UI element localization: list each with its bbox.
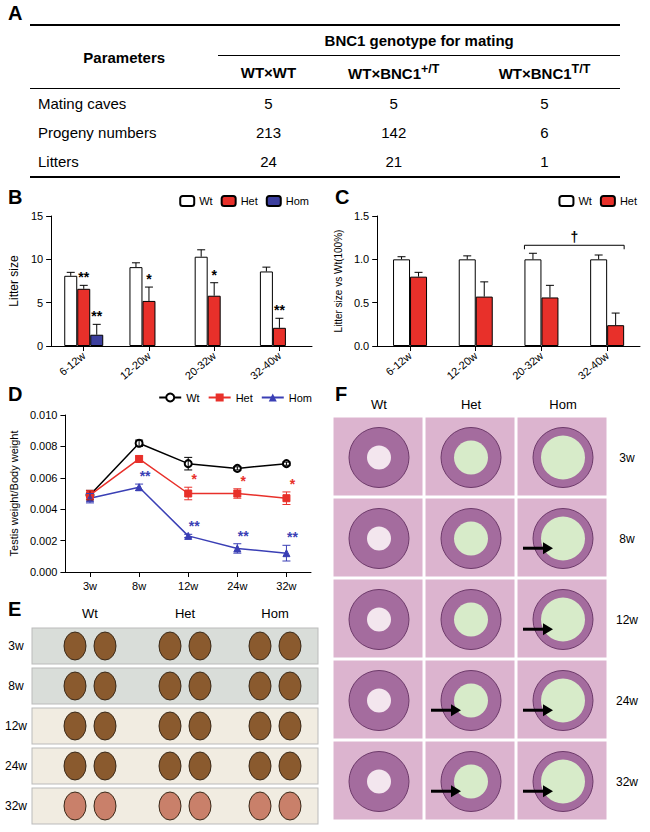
svg-text:Het: Het bbox=[461, 397, 482, 412]
html-text:24: 24 bbox=[260, 153, 277, 170]
html-text:WT×BNC1T/T: WT×BNC1T/T bbox=[498, 62, 591, 82]
html-text:F: F bbox=[335, 383, 348, 405]
svg-text:3w: 3w bbox=[83, 580, 97, 592]
svg-text:**: ** bbox=[78, 269, 89, 285]
svg-text:Hom: Hom bbox=[286, 195, 309, 207]
html-text:213: 213 bbox=[256, 124, 281, 141]
svg-text:Hom: Hom bbox=[549, 397, 576, 412]
svg-text:32w: 32w bbox=[276, 580, 296, 592]
svg-text:*: * bbox=[191, 471, 197, 487]
svg-text:*: * bbox=[211, 267, 217, 283]
html-text:B: B bbox=[8, 186, 23, 208]
svg-text:Hom: Hom bbox=[261, 606, 288, 621]
svg-text:12-20w: 12-20w bbox=[117, 349, 152, 381]
svg-text:0.010: 0.010 bbox=[30, 409, 58, 421]
svg-text:8w: 8w bbox=[132, 580, 146, 592]
html-text:6: 6 bbox=[540, 124, 549, 141]
html-text:Progeny numbers: Progeny numbers bbox=[38, 124, 157, 141]
svg-text:12w: 12w bbox=[5, 719, 27, 733]
svg-text:32-40w: 32-40w bbox=[576, 349, 611, 381]
svg-text:Wt: Wt bbox=[199, 195, 212, 207]
svg-text:3w: 3w bbox=[619, 451, 635, 465]
svg-text:6-12w: 6-12w bbox=[383, 349, 414, 377]
html-text:C: C bbox=[335, 186, 350, 208]
svg-text:0.000: 0.000 bbox=[30, 566, 58, 578]
svg-text:6-12w: 6-12w bbox=[57, 349, 88, 377]
svg-text:15: 15 bbox=[31, 210, 43, 222]
svg-text:12w: 12w bbox=[178, 580, 198, 592]
svg-text:Het: Het bbox=[175, 606, 196, 621]
svg-text:Wt: Wt bbox=[371, 397, 387, 412]
svg-text:*: * bbox=[290, 476, 296, 492]
svg-text:Wt: Wt bbox=[186, 392, 199, 404]
svg-text:Het: Het bbox=[241, 195, 258, 207]
html-text:5: 5 bbox=[389, 95, 398, 112]
svg-text:Het: Het bbox=[620, 195, 637, 207]
svg-text:5: 5 bbox=[37, 297, 43, 309]
svg-text:**: ** bbox=[287, 529, 298, 545]
html-text:BNC1 genotype for mating: BNC1 genotype for mating bbox=[324, 32, 514, 49]
html-text:5: 5 bbox=[540, 95, 549, 112]
html-text:1: 1 bbox=[540, 153, 549, 170]
svg-text:24w: 24w bbox=[5, 759, 27, 773]
svg-text:*: * bbox=[146, 271, 152, 287]
svg-text:10: 10 bbox=[31, 253, 43, 265]
svg-text:8w: 8w bbox=[8, 679, 24, 693]
svg-text:Litter size: Litter size bbox=[7, 255, 21, 307]
svg-text:1.0: 1.0 bbox=[354, 253, 369, 265]
svg-text:0.5: 0.5 bbox=[354, 297, 369, 309]
html-text:Parameters: Parameters bbox=[83, 48, 166, 66]
svg-text:†: † bbox=[570, 229, 578, 245]
svg-text:20-32w: 20-32w bbox=[183, 349, 218, 381]
svg-text:0.004: 0.004 bbox=[30, 503, 58, 515]
html-text:A: A bbox=[8, 2, 23, 24]
svg-text:0: 0 bbox=[37, 340, 43, 352]
html-text:E: E bbox=[8, 598, 22, 620]
svg-text:12-20w: 12-20w bbox=[444, 349, 479, 381]
svg-text:32w: 32w bbox=[5, 799, 27, 813]
svg-text:**: ** bbox=[274, 302, 285, 318]
svg-text:0.008: 0.008 bbox=[30, 440, 58, 452]
html-text:WT×BNC1+/T: WT×BNC1+/T bbox=[348, 62, 440, 82]
svg-text:Wt: Wt bbox=[82, 606, 98, 621]
html-text:Mating caves: Mating caves bbox=[38, 95, 127, 112]
svg-text:Hom: Hom bbox=[289, 392, 312, 404]
svg-text:Het: Het bbox=[236, 392, 253, 404]
svg-text:Litter size vs Wt(100%): Litter size vs Wt(100%) bbox=[333, 230, 344, 333]
svg-text:**: ** bbox=[189, 518, 200, 534]
svg-text:8w: 8w bbox=[619, 532, 635, 546]
html-text:WT×WT: WT×WT bbox=[240, 63, 297, 81]
svg-text:0.006: 0.006 bbox=[30, 472, 58, 484]
html-text:21: 21 bbox=[385, 153, 403, 170]
html-text:Litters: Litters bbox=[38, 153, 79, 170]
svg-text:0.0: 0.0 bbox=[354, 340, 369, 352]
svg-text:1.5: 1.5 bbox=[354, 210, 369, 222]
svg-text:20-32w: 20-32w bbox=[510, 349, 545, 381]
svg-text:3w: 3w bbox=[8, 639, 24, 653]
html-text:142: 142 bbox=[381, 124, 407, 141]
svg-text:**: ** bbox=[238, 528, 249, 544]
svg-text:**: ** bbox=[140, 468, 151, 484]
html-text:5: 5 bbox=[264, 95, 273, 112]
svg-text:12w: 12w bbox=[616, 613, 638, 627]
svg-text:32w: 32w bbox=[616, 775, 638, 789]
html-text:D: D bbox=[8, 383, 23, 405]
svg-text:Wt: Wt bbox=[578, 195, 591, 207]
svg-text:*: * bbox=[241, 473, 247, 489]
svg-text:24w: 24w bbox=[616, 694, 638, 708]
svg-text:24w: 24w bbox=[227, 580, 247, 592]
svg-text:32-40w: 32-40w bbox=[248, 349, 283, 381]
svg-text:0.002: 0.002 bbox=[30, 535, 58, 547]
svg-text:Testis weight/Body weight: Testis weight/Body weight bbox=[8, 431, 20, 557]
svg-text:**: ** bbox=[91, 308, 102, 324]
